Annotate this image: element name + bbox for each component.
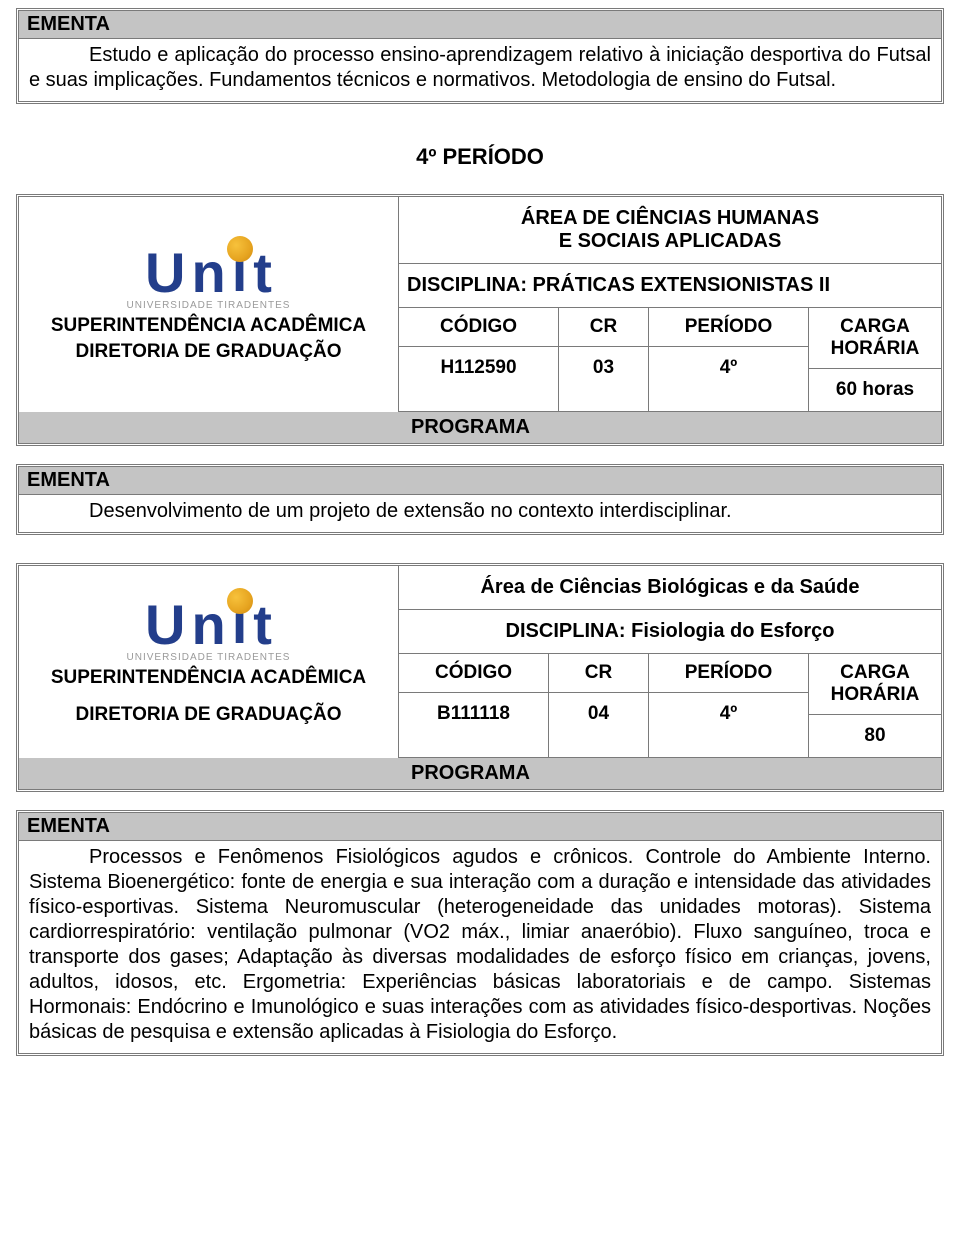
col-cr: CR 04 (549, 654, 649, 757)
col-periodo: PERÍODO 4º (649, 654, 809, 757)
val-periodo: 4º (649, 693, 808, 735)
diretoria-label: DIRETORIA DE GRADUAÇÃO (75, 341, 341, 363)
logo-letter-i: ı (232, 250, 248, 296)
hd-periodo: PERÍODO (649, 308, 808, 347)
val-carga: 80 (809, 715, 941, 757)
hd-carga: CARGA HORÁRIA (809, 308, 941, 369)
logo-letter-u: U (145, 251, 185, 296)
info-table: CÓDIGO H112590 CR 03 PERÍODO 4º CARGA HO… (399, 308, 941, 412)
left-column: U n ı t UNIVERSIDADE TIRADENTES SUPERINT… (19, 566, 399, 758)
right-column: ÁREA DE CIÊNCIAS HUMANAS E SOCIAIS APLIC… (399, 197, 941, 412)
hd-codigo: CÓDIGO (399, 654, 548, 693)
logo-letter-n: n (192, 251, 226, 296)
ementa-box-2: EMENTA Processos e Fenômenos Fisiológico… (16, 810, 944, 1056)
superintendencia-label: SUPERINTENDÊNCIA ACADÊMICA (51, 667, 366, 690)
ementa-body: Processos e Fenômenos Fisiológicos agudo… (19, 841, 941, 1053)
ementa-text: Desenvolvimento de um projeto de extensã… (29, 499, 931, 524)
course-grid: U n ı t UNIVERSIDADE TIRADENTES SUPERINT… (19, 197, 941, 412)
hd-periodo: PERÍODO (649, 654, 808, 693)
ementa-box-1: EMENTA Desenvolvimento de um projeto de … (16, 464, 944, 535)
logo-subtitle: UNIVERSIDADE TIRADENTES (127, 652, 291, 663)
logo-letter-n: n (192, 603, 226, 648)
globe-icon (227, 236, 253, 262)
col-periodo: PERÍODO 4º (649, 308, 809, 411)
val-codigo: B111118 (399, 693, 548, 735)
logo-letter-i: ı (232, 602, 248, 648)
logo-letter-u: U (145, 603, 185, 648)
val-carga: 60 horas (809, 369, 941, 411)
val-periodo: 4º (649, 347, 808, 389)
right-column: Área de Ciências Biológicas e da Saúde D… (399, 566, 941, 758)
area-row: ÁREA DE CIÊNCIAS HUMANAS E SOCIAIS APLIC… (399, 197, 941, 264)
left-column: U n ı t UNIVERSIDADE TIRADENTES SUPERINT… (19, 197, 399, 412)
hd-cr: CR (549, 654, 648, 693)
programa-label: PROGRAMA (399, 416, 530, 438)
globe-icon (227, 588, 253, 614)
programa-row: PROGRAMA (19, 758, 941, 789)
logo-letter-t: t (253, 603, 272, 648)
ementa-header: EMENTA (19, 467, 941, 495)
ementa-body: Estudo e aplicação do processo ensino-ap… (19, 39, 941, 101)
unit-logo: U n ı t (145, 250, 272, 296)
ementa-header: EMENTA (19, 11, 941, 39)
col-carga: CARGA HORÁRIA 60 horas (809, 308, 941, 411)
period-title: 4º PERÍODO (16, 144, 944, 170)
ementa-header: EMENTA (19, 813, 941, 841)
area-line1: ÁREA DE CIÊNCIAS HUMANAS (407, 207, 933, 230)
col-codigo: CÓDIGO B111118 (399, 654, 549, 757)
disciplina-row: DISCIPLINA: Fisiologia do Esforço (399, 610, 941, 654)
programa-row: PROGRAMA (19, 412, 941, 443)
info-table: CÓDIGO B111118 CR 04 PERÍODO 4º CARGA HO… (399, 654, 941, 758)
hd-cr: CR (559, 308, 648, 347)
hd-carga: CARGA HORÁRIA (809, 654, 941, 715)
logo-letter-t: t (253, 251, 272, 296)
val-codigo: H112590 (399, 347, 558, 389)
col-carga: CARGA HORÁRIA 80 (809, 654, 941, 757)
val-cr: 03 (559, 347, 648, 389)
ementa-text: Estudo e aplicação do processo ensino-ap… (29, 43, 931, 93)
col-cr: CR 03 (559, 308, 649, 411)
diretoria-label: DIRETORIA DE GRADUAÇÃO (75, 704, 341, 726)
programa-label: PROGRAMA (399, 762, 530, 784)
disciplina-row: DISCIPLINA: PRÁTICAS EXTENSIONISTAS II (399, 264, 941, 308)
val-cr: 04 (549, 693, 648, 735)
ementa-text: Processos e Fenômenos Fisiológicos agudo… (29, 845, 931, 1045)
course-box-1: U n ı t UNIVERSIDADE TIRADENTES SUPERINT… (16, 194, 944, 446)
area-row: Área de Ciências Biológicas e da Saúde (399, 566, 941, 610)
ementa-box-top: EMENTA Estudo e aplicação do processo en… (16, 8, 944, 104)
logo-subtitle: UNIVERSIDADE TIRADENTES (127, 300, 291, 311)
course-box-2: U n ı t UNIVERSIDADE TIRADENTES SUPERINT… (16, 563, 944, 792)
ementa-body: Desenvolvimento de um projeto de extensã… (19, 495, 941, 532)
unit-logo: U n ı t (145, 602, 272, 648)
course-grid: U n ı t UNIVERSIDADE TIRADENTES SUPERINT… (19, 566, 941, 758)
area-line2: E SOCIAIS APLICADAS (407, 230, 933, 253)
superintendencia-label: SUPERINTENDÊNCIA ACADÊMICA (51, 315, 366, 338)
hd-codigo: CÓDIGO (399, 308, 558, 347)
col-codigo: CÓDIGO H112590 (399, 308, 559, 411)
